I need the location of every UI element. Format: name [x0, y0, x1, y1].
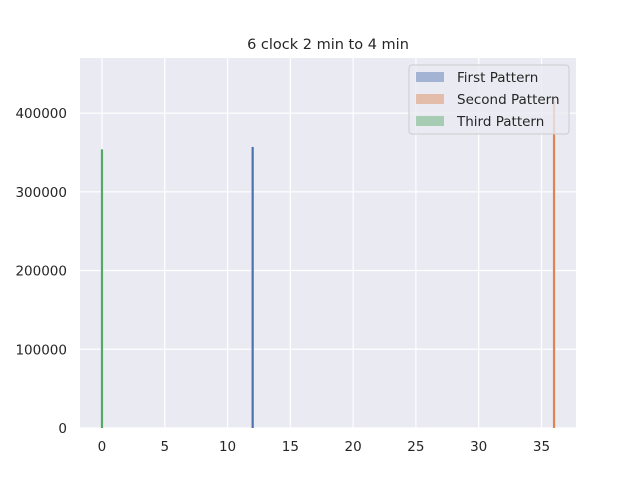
legend-swatch — [416, 72, 444, 82]
y-axis-ticks: 0 100000 200000 300000 400000 — [15, 106, 67, 437]
x-tick-label: 10 — [219, 439, 236, 455]
y-tick-label: 400000 — [15, 106, 67, 122]
chart-title: 6 clock 2 min to 4 min — [247, 37, 409, 53]
legend-label: Second Pattern — [457, 92, 560, 108]
bar-third-pattern — [100, 149, 104, 428]
x-axis-ticks: 0 5 10 15 20 25 30 35 — [98, 439, 550, 455]
legend-frame — [408, 64, 570, 135]
bar-first-pattern — [251, 146, 254, 428]
x-tick-label: 0 — [98, 439, 107, 455]
x-tick-label: 20 — [345, 439, 362, 455]
y-tick-label: 100000 — [15, 342, 67, 358]
bars — [100, 101, 556, 428]
legend-swatch — [416, 94, 444, 104]
y-tick-label: 300000 — [15, 185, 67, 201]
y-tick-label: 0 — [58, 421, 67, 437]
legend-swatch — [416, 116, 444, 126]
x-tick-label: 15 — [282, 439, 299, 455]
y-tick-label: 200000 — [15, 264, 67, 280]
legend-label: Third Pattern — [456, 114, 544, 130]
legend: First Pattern Second Pattern Third Pattern — [408, 64, 570, 135]
x-tick-label: 5 — [160, 439, 169, 455]
bar-second-pattern — [552, 101, 556, 428]
x-tick-label: 30 — [470, 439, 487, 455]
legend-label: First Pattern — [457, 70, 538, 86]
x-tick-label: 35 — [533, 439, 550, 455]
x-tick-label: 25 — [407, 439, 424, 455]
